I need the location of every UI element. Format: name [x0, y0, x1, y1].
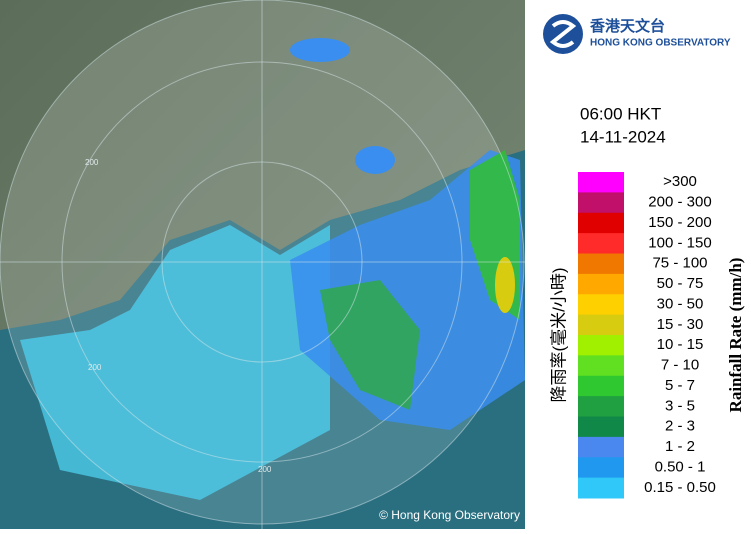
- legend-swatch: [578, 355, 624, 377]
- logo-english: HONG KONG OBSERVATORY: [590, 38, 731, 49]
- legend-label: 0.15 - 0.50: [644, 479, 716, 496]
- legend-label: 15 - 30: [657, 316, 704, 333]
- ring-label: 200: [88, 363, 102, 372]
- legend-swatch: [578, 172, 624, 193]
- logo-chinese: 香港天文台: [590, 17, 665, 35]
- legend-label: 2 - 3: [665, 418, 695, 435]
- legend-swatch: [578, 233, 624, 254]
- legend-swatch: [578, 436, 624, 458]
- legend-label: 200 - 300: [648, 194, 711, 211]
- logo: 香港天文台 HONG KONG OBSERVATORY: [543, 14, 731, 54]
- legend-label: 0.50 - 1: [655, 458, 706, 475]
- copyright: © Hong Kong Observatory: [379, 508, 520, 522]
- legend-label: 1 - 2: [665, 438, 695, 455]
- legend: >300 200 - 300 150 - 200 100 - 150 75 - 100 5…: [578, 172, 716, 499]
- range-rings: [0, 0, 525, 529]
- legend-swatch: [578, 253, 624, 275]
- heavy-rain: [495, 257, 515, 313]
- legend-label: 3 - 5: [665, 397, 695, 414]
- logo-swirl: [549, 20, 577, 48]
- radar-map: 200 200 200 © Hong Kong Observatory: [0, 0, 525, 529]
- moderate-rain: [320, 280, 420, 410]
- legend-swatch: [578, 192, 624, 214]
- rain-cell: [355, 146, 395, 174]
- legend-label: 100 - 150: [648, 234, 711, 251]
- legend-swatch: [578, 212, 624, 234]
- legend-label: 75 - 100: [652, 255, 707, 272]
- legend-label: 30 - 50: [657, 295, 704, 312]
- legend-label: 50 - 75: [657, 275, 704, 292]
- ring-label: 200: [258, 465, 272, 474]
- legend-swatch: [578, 335, 624, 356]
- legend-swatch: [578, 416, 624, 438]
- legend-label: 10 - 15: [657, 336, 704, 353]
- legend-swatch: [578, 396, 624, 417]
- legend-swatch: [578, 273, 624, 295]
- legend-label: >300: [663, 173, 697, 190]
- legend-label: 150 - 200: [648, 214, 711, 231]
- legend-title-english: Rainfall Rate (mm/h): [726, 258, 745, 413]
- light-rain: [20, 225, 330, 500]
- legend-title-chinese: 降雨率(毫米/小時): [549, 267, 568, 402]
- time: 06:00 HKT: [580, 104, 661, 123]
- legend-swatch: [578, 375, 624, 397]
- date: 14-11-2024: [580, 127, 666, 146]
- ring-label: 200: [85, 158, 99, 167]
- legend-label: 5 - 7: [665, 377, 695, 394]
- legend-swatch: [578, 477, 624, 499]
- legend-swatch: [578, 314, 624, 336]
- legend-swatch: [578, 294, 624, 316]
- legend-swatch: [578, 457, 624, 479]
- rain-cell: [290, 38, 350, 62]
- legend-label: 7 - 10: [661, 357, 699, 374]
